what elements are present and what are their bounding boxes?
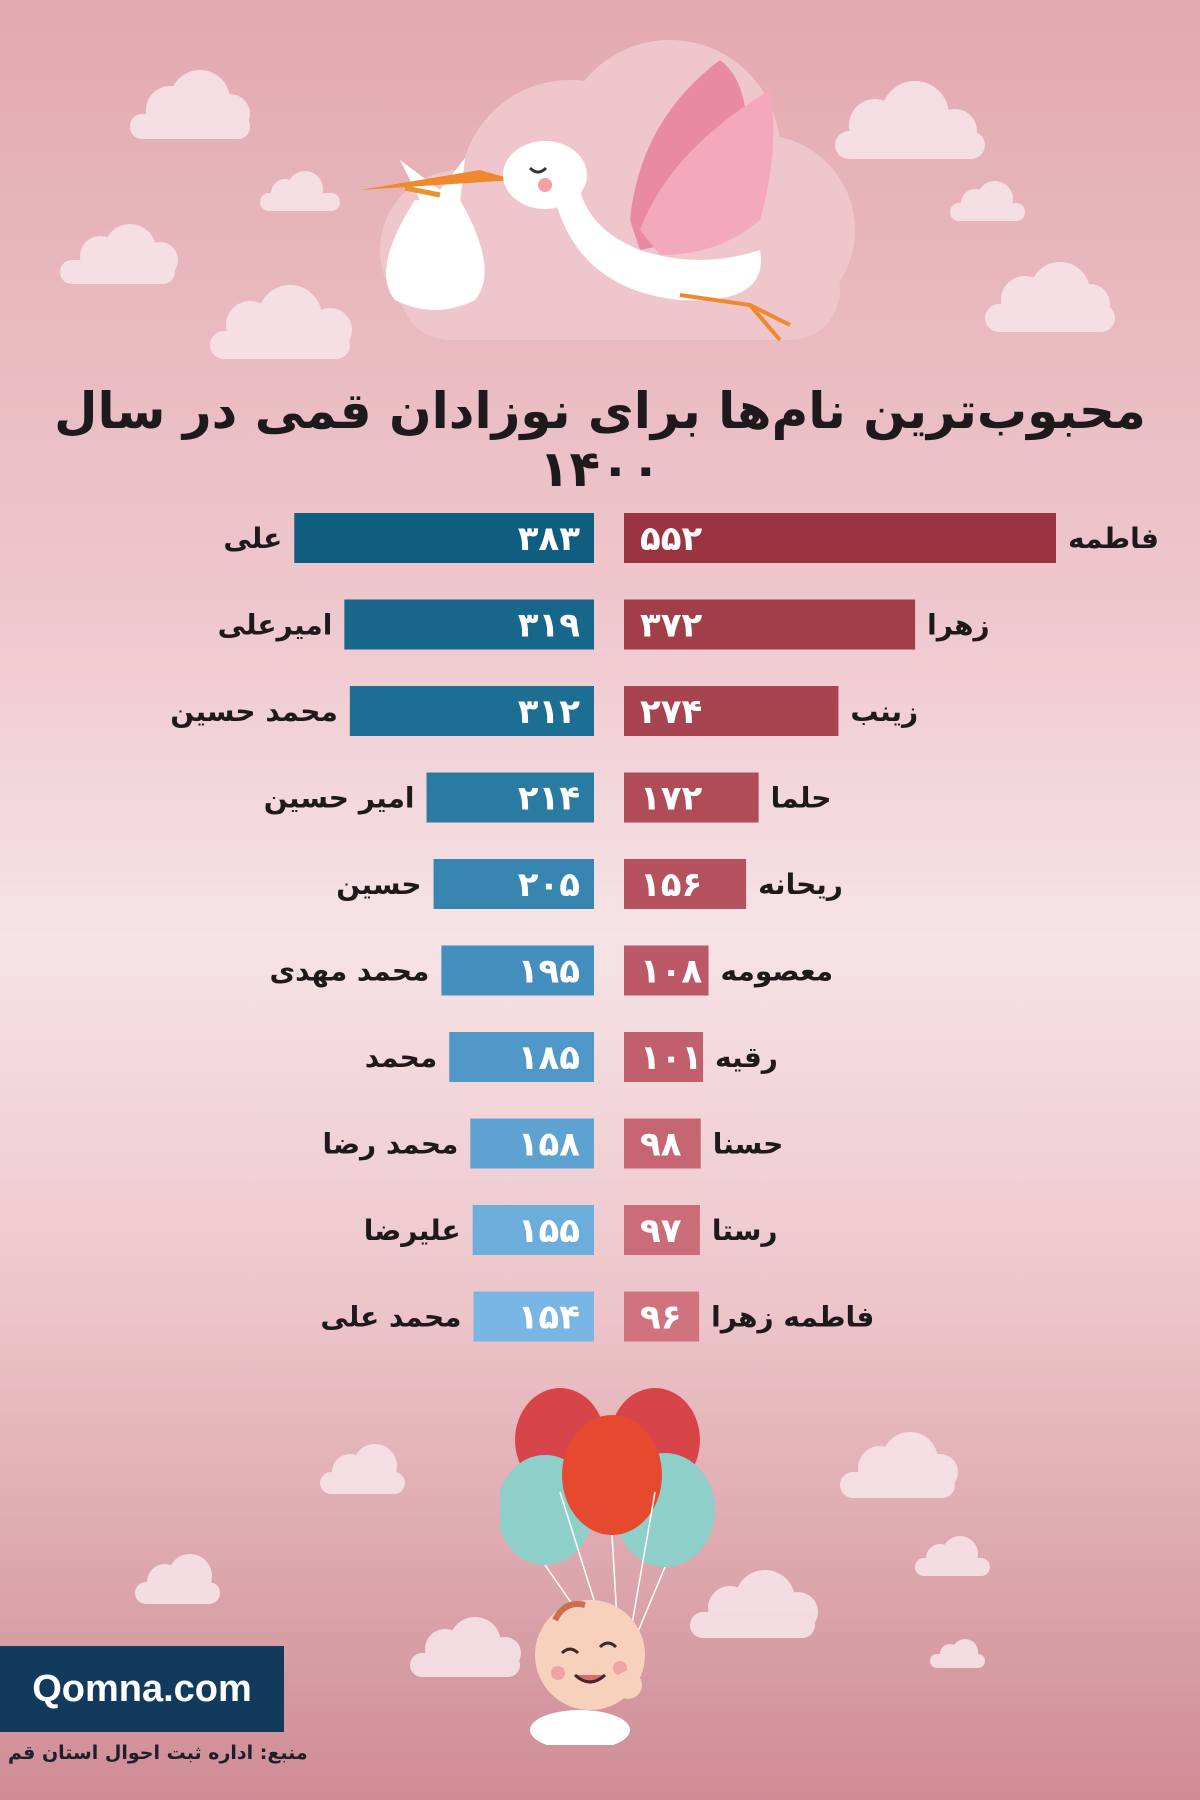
boys-value-label-1: ۳۸۳ bbox=[518, 519, 581, 559]
girls-value-label-1: ۵۵۲ bbox=[640, 519, 703, 559]
boys-value-label-10: ۱۵۴ bbox=[518, 1298, 580, 1338]
girls-name-label-6: معصومه bbox=[721, 955, 834, 988]
boys-value-label-3: ۳۱۲ bbox=[518, 692, 581, 732]
boys-name-label-4: امیر حسین bbox=[264, 782, 415, 815]
girls-bar-2 bbox=[624, 599, 916, 650]
boys-bar-7 bbox=[449, 1032, 594, 1082]
girls-bar-10 bbox=[624, 1291, 700, 1342]
girls-value-label-2: ۳۷۲ bbox=[640, 606, 703, 646]
girls-bar-5 bbox=[624, 859, 747, 909]
boys-name-label-10: محمد علی bbox=[320, 1301, 461, 1334]
boys-bar-8 bbox=[470, 1118, 594, 1169]
girls-value-label-10: ۹۶ bbox=[640, 1298, 682, 1338]
girls-name-label-8: حسنا bbox=[713, 1128, 784, 1161]
girls-value-label-7: ۱۰۱ bbox=[640, 1038, 702, 1078]
boys-name-label-9: علیرضا bbox=[364, 1214, 461, 1247]
girls-bar-4 bbox=[624, 772, 759, 823]
stork-illustration bbox=[360, 40, 855, 342]
boys-bar-4 bbox=[426, 772, 594, 823]
boys-name-label-1: علی bbox=[223, 522, 282, 555]
boys-value-label-5: ۲۰۵ bbox=[518, 865, 580, 905]
girls-bar-9 bbox=[624, 1205, 700, 1255]
girls-bar-6 bbox=[624, 945, 709, 996]
girls-name-label-4: حلما bbox=[771, 782, 832, 815]
boys-name-label-6: محمد مهدی bbox=[270, 955, 430, 988]
boys-bar-1 bbox=[294, 513, 594, 563]
girls-value-label-5: ۱۵۶ bbox=[640, 865, 702, 905]
girls-bar-1 bbox=[624, 513, 1056, 563]
girls-value-label-3: ۲۷۴ bbox=[640, 692, 702, 732]
girls-value-label-8: ۹۸ bbox=[640, 1125, 682, 1165]
boys-value-label-4: ۲۱۴ bbox=[518, 779, 580, 819]
girls-name-label-7: رقیه bbox=[715, 1041, 778, 1074]
boys-bar-5 bbox=[433, 859, 594, 909]
boys-name-label-5: حسین bbox=[336, 868, 421, 901]
girls-value-label-4: ۱۷۲ bbox=[640, 779, 703, 819]
boys-value-label-6: ۱۹۵ bbox=[518, 952, 580, 992]
boys-bar-2 bbox=[344, 599, 594, 650]
page-title: محبوب‌ترین نام‌ها برای نوزادان قمی در سا… bbox=[54, 382, 1146, 498]
girls-name-label-2: زهرا bbox=[927, 609, 990, 642]
boys-bar-9 bbox=[472, 1205, 594, 1255]
girls-bar-3 bbox=[624, 686, 839, 736]
girls-bar-8 bbox=[624, 1118, 701, 1169]
girls-name-label-1: فاطمه bbox=[1068, 522, 1159, 555]
source-credit: منبع: اداره ثبت احوال استان قم bbox=[8, 1742, 308, 1764]
boys-bar-6 bbox=[441, 945, 594, 996]
girls-bar-7 bbox=[624, 1032, 704, 1082]
girls-name-label-5: ریحانه bbox=[758, 868, 843, 901]
boys-value-label-9: ۱۵۵ bbox=[518, 1211, 580, 1251]
site-logo: Qomna.com bbox=[0, 1646, 284, 1732]
boys-bar-10 bbox=[473, 1291, 594, 1342]
boys-name-label-7: محمد bbox=[365, 1041, 437, 1074]
boys-value-label-7: ۱۸۵ bbox=[518, 1038, 580, 1078]
girls-value-label-6: ۱۰۸ bbox=[640, 952, 703, 992]
boys-name-label-8: محمد رضا bbox=[322, 1128, 458, 1161]
boys-name-label-2: امیرعلی bbox=[218, 609, 333, 642]
girls-name-label-9: رستا bbox=[712, 1214, 778, 1247]
boys-name-label-3: محمد حسین bbox=[170, 695, 338, 728]
girls-value-label-9: ۹۷ bbox=[640, 1211, 682, 1251]
baby-balloons-illustration bbox=[500, 1388, 715, 1745]
boys-bar-3 bbox=[349, 686, 594, 736]
girls-name-label-3: زینب bbox=[850, 695, 918, 728]
boys-value-label-8: ۱۵۸ bbox=[518, 1125, 581, 1165]
boys-value-label-2: ۳۱۹ bbox=[518, 606, 581, 646]
girls-name-label-10: فاطمه زهرا bbox=[711, 1301, 874, 1334]
